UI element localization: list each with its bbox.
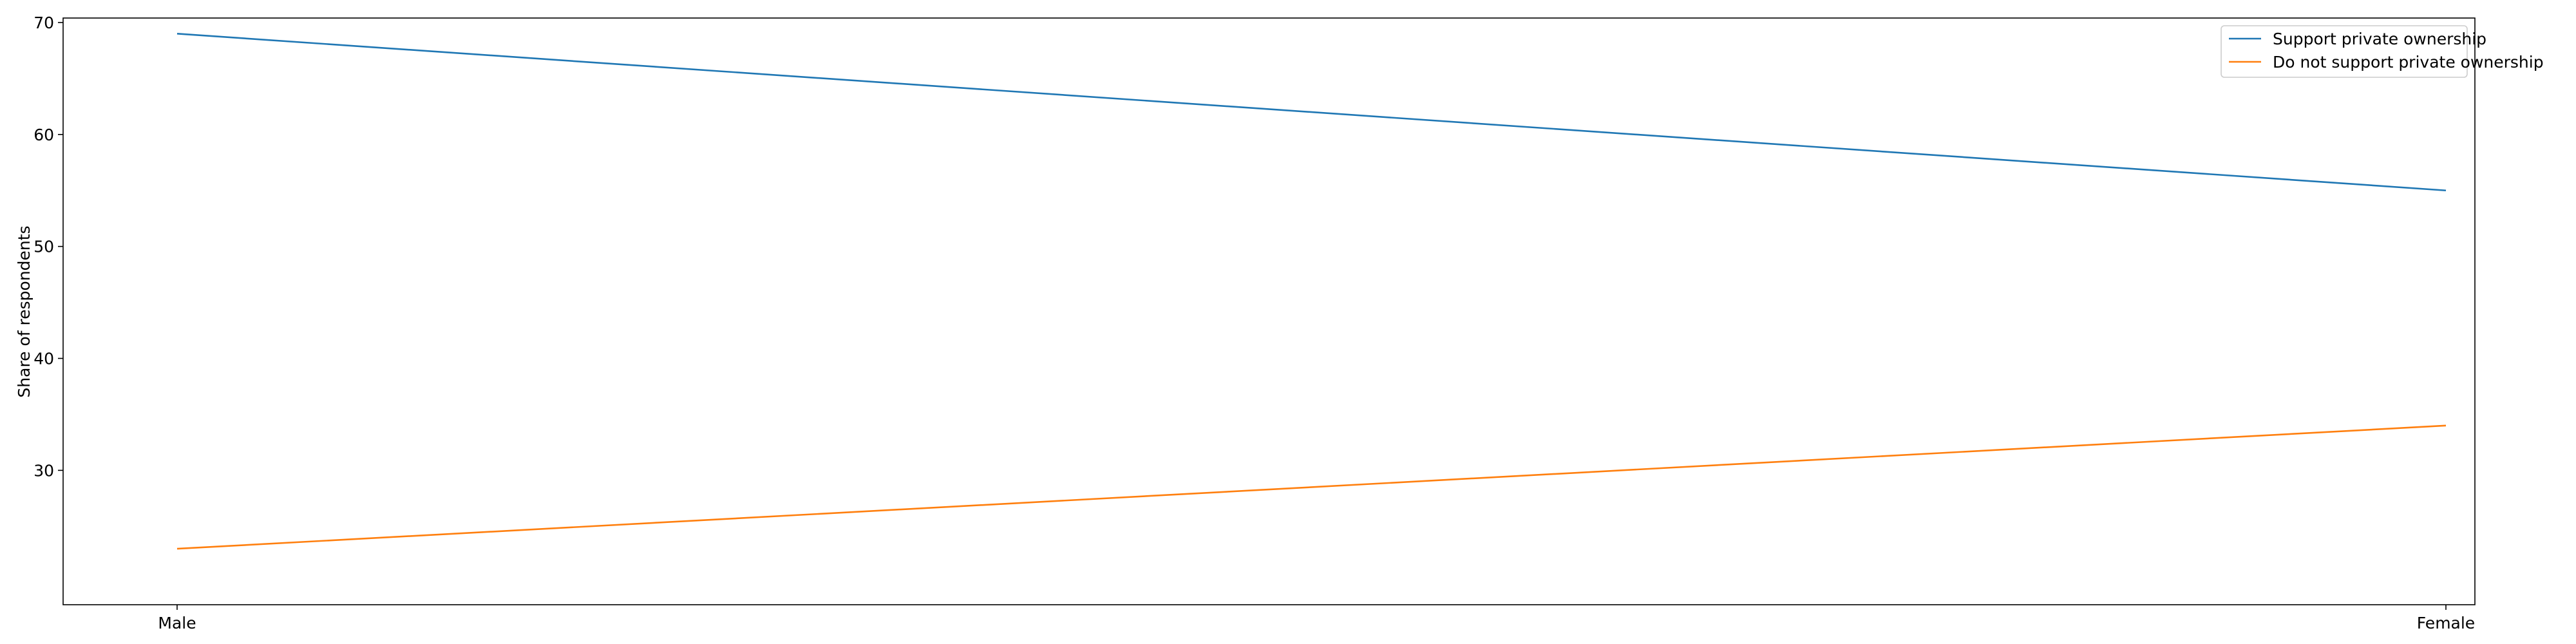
legend-box: [2221, 25, 2468, 78]
legend: Support private ownership Do not support …: [2221, 25, 2544, 78]
x-tick-label: Female: [2417, 614, 2475, 632]
plot-area-frame: [62, 17, 2476, 605]
y-tick-label: 50: [33, 238, 54, 256]
y-axis-label-group: Share of respondents: [15, 225, 33, 397]
y-tick-label: 60: [33, 126, 54, 144]
y-axis-ticks: 30 40 50 60 70: [33, 14, 63, 480]
y-axis-label: Share of respondents: [15, 225, 33, 397]
legend-label-2: Do not support private ownership: [2273, 53, 2544, 71]
series-line-1: [176, 33, 2447, 192]
x-tick-label: Male: [158, 614, 196, 632]
legend-label-1: Support private ownership: [2273, 30, 2486, 48]
series-line-2: [176, 424, 2447, 550]
x-axis-ticks: Male Female: [158, 605, 2475, 632]
y-tick-label: 40: [33, 350, 54, 368]
y-tick-label: 30: [33, 461, 54, 480]
series-lines: [176, 33, 2447, 550]
y-tick-label: 70: [33, 14, 54, 32]
